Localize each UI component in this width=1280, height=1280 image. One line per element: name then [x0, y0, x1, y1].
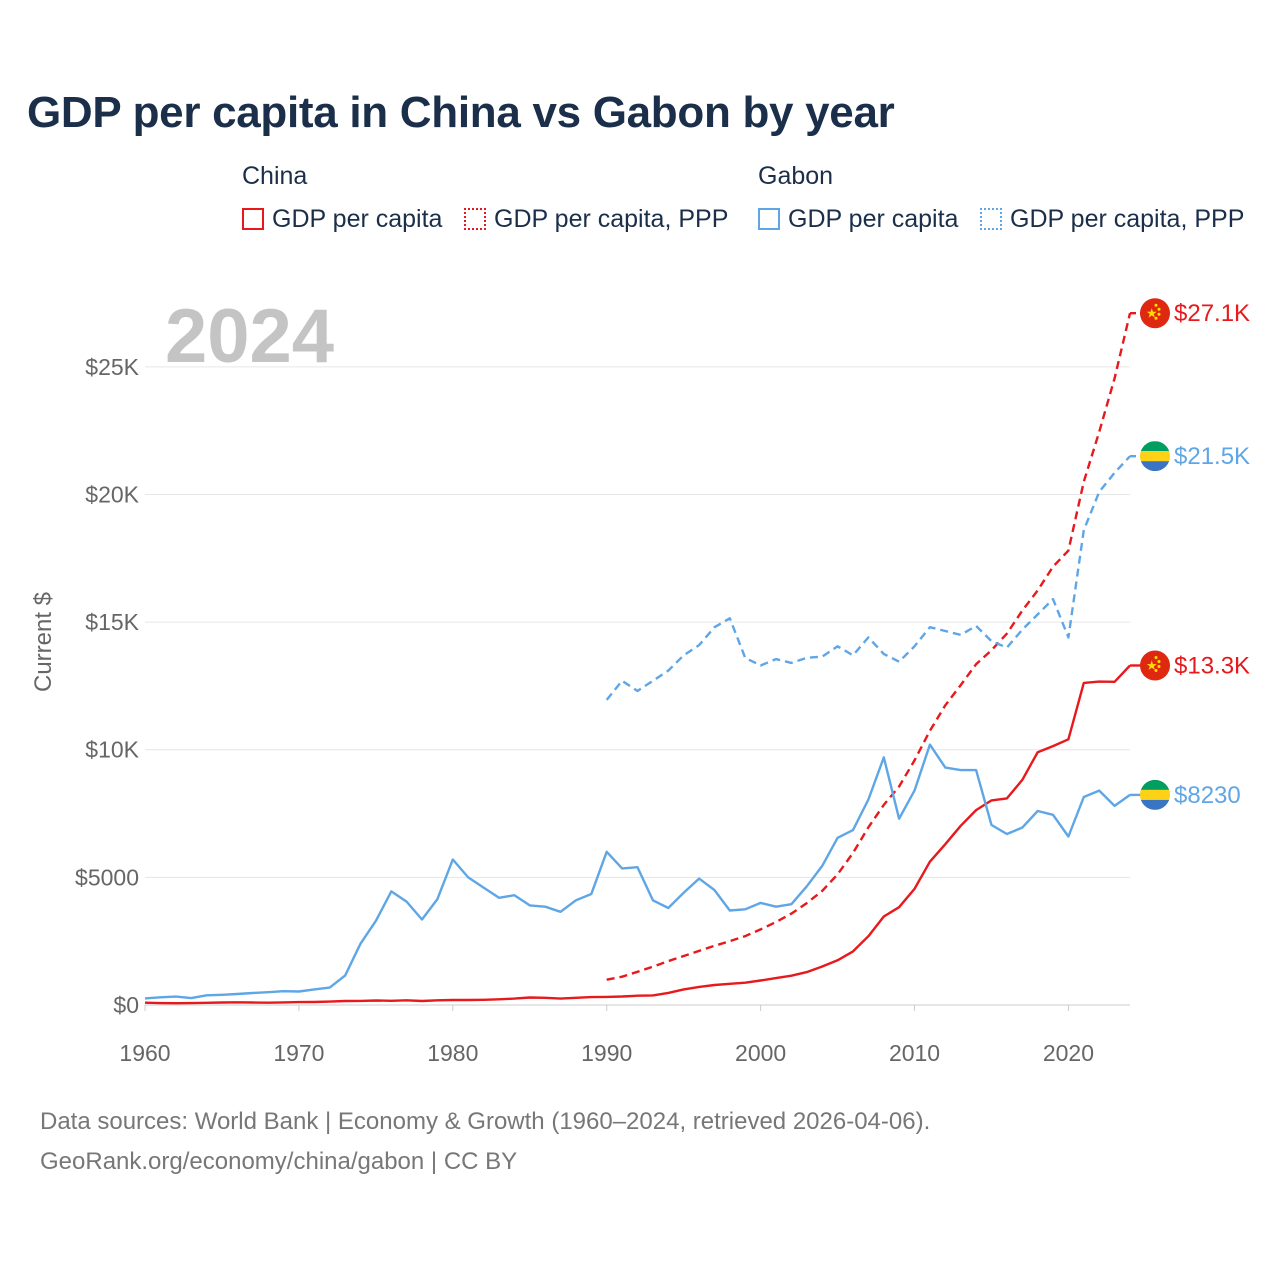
y-tick-label: $15K [85, 609, 139, 635]
legend-swatch-gabon-gdp [758, 208, 780, 230]
legend-swatch-gabon-ppp [980, 208, 1002, 230]
end-labels: $13.3K $27.1K $8230 $21.5K [1140, 298, 1250, 810]
end-value-label: $8230 [1174, 782, 1241, 809]
x-tick-label: 2020 [1043, 1040, 1094, 1066]
year-watermark: 2024 [165, 294, 334, 379]
grid-lines [145, 366, 1130, 1006]
legend-swatch-china-ppp [464, 208, 486, 230]
series-line-1[interactable] [606, 312, 1132, 981]
chart-area: 2024 $0 $5000 $10K $15K $20K $25K 1960 1970 1980… [30, 294, 1250, 1066]
legend-label-china-ppp: GDP per capita, PPP [494, 204, 729, 233]
y-axis-label: Current $ [30, 592, 57, 692]
y-tick-label: $0 [113, 992, 139, 1018]
footer-credit[interactable]: GeoRank.org/economy/china/gabon | CC BY [40, 1148, 518, 1175]
x-tick-label: 1980 [427, 1040, 478, 1066]
gabon-flag-icon [1140, 441, 1170, 472]
china-flag-icon [1140, 650, 1170, 681]
end-value-label: $13.3K [1174, 652, 1250, 679]
china-flag-icon [1140, 298, 1170, 329]
x-tick-label: 1970 [273, 1040, 324, 1066]
legend-label-gabon-ppp: GDP per capita, PPP [1010, 204, 1245, 233]
end-value-label: $27.1K [1174, 300, 1250, 327]
x-tick-label: 2000 [735, 1040, 786, 1066]
axes: $0 $5000 $10K $15K $20K $25K 1960 1970 1980 1990 2… [75, 354, 1094, 1066]
legend-swatch-china-gdp [242, 208, 264, 230]
legend-gabon-title: Gabon [758, 162, 834, 190]
series-line-2[interactable] [144, 743, 1131, 1000]
x-tick-label: 1990 [581, 1040, 632, 1066]
y-tick-label: $25K [85, 354, 139, 380]
gabon-flag-icon [1140, 779, 1170, 810]
y-tick-label: $10K [85, 737, 139, 763]
legend-label-china-gdp: GDP per capita [272, 204, 443, 233]
legend-item-china-gdp[interactable]: GDP per capita [242, 204, 442, 234]
legend-item-gabon-gdp[interactable]: GDP per capita [758, 204, 958, 234]
legend-china-title: China [242, 162, 308, 190]
y-tick-label: $5000 [75, 864, 139, 890]
footer-sources: Data sources: World Bank | Economy & Gro… [40, 1108, 931, 1135]
legend-label-gabon-gdp: GDP per capita [788, 204, 959, 233]
chart-title: GDP per capita in China vs Gabon by year [27, 88, 895, 137]
series-lines [144, 312, 1142, 1005]
x-tick-label: 1960 [119, 1040, 170, 1066]
series-line-0[interactable] [144, 664, 1131, 1005]
series-line-3[interactable] [605, 455, 1131, 701]
x-tick-label: 2010 [889, 1040, 940, 1066]
legend-item-china-ppp[interactable]: GDP per capita, PPP [464, 204, 728, 234]
y-tick-label: $20K [85, 481, 139, 507]
end-value-label: $21.5K [1174, 443, 1250, 470]
legend-item-gabon-ppp[interactable]: GDP per capita, PPP [980, 204, 1244, 234]
